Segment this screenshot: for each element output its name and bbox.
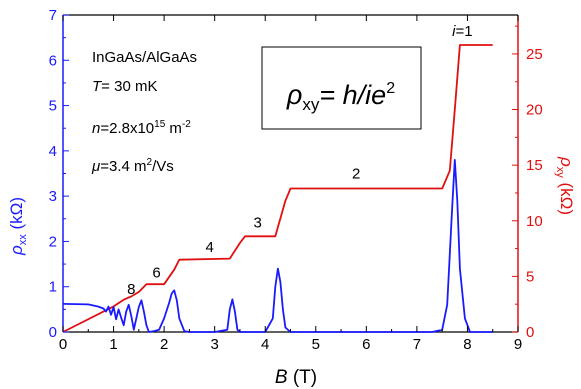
x-tick-label: 6 xyxy=(362,336,370,353)
y-left-tick-label: 3 xyxy=(49,188,57,205)
rho-xy-series-line xyxy=(62,44,493,333)
formula-box xyxy=(261,46,422,130)
y-left-tick-label: 0 xyxy=(49,324,57,341)
y-right-tick-label: 0 xyxy=(526,324,534,341)
annotation-mobility: μ=3.4 m2/Vs xyxy=(91,157,174,175)
x-tick-label: 4 xyxy=(261,336,269,353)
x-tick-label: 5 xyxy=(312,336,320,353)
y-right-tick-label: 10 xyxy=(526,213,543,230)
x-tick-label: 1 xyxy=(109,336,117,353)
filling-factor-labels: i=1 2 3 4 68 xyxy=(127,23,473,298)
y-right-tick-label: 15 xyxy=(526,157,543,174)
y-right-tick-label: 5 xyxy=(526,268,534,285)
y-right-tick-label: 20 xyxy=(526,102,543,119)
y-left-tick-label: 6 xyxy=(49,52,57,69)
filling-factor-label: 2 xyxy=(352,166,360,183)
y-left-label: ρxx (kΩ) xyxy=(7,197,29,256)
x-tick-label: 7 xyxy=(413,336,421,353)
y-left-tick-label: 5 xyxy=(49,98,57,115)
annotation-density: n=2.8x1015 m-2 xyxy=(92,119,191,137)
y-right-tick-label: 25 xyxy=(526,46,543,63)
annotation-temperature: T= 30 mK xyxy=(92,78,157,95)
filling-factor-label: i=1 xyxy=(452,23,472,40)
annotation-material: InGaAs/AlGaAs xyxy=(92,49,197,66)
y-left-tick-label: 7 xyxy=(49,7,57,24)
x-axis-label: B (T) xyxy=(275,367,317,388)
x-tick-label: 2 xyxy=(160,336,168,353)
formula-text: ρxy= h/ie2 xyxy=(286,80,395,114)
y-right-label: ρxy (kΩ) xyxy=(554,156,576,215)
x-tick-label: 3 xyxy=(210,336,218,353)
y-left-tick-label: 1 xyxy=(49,279,57,296)
filling-factor-label: 4 xyxy=(205,239,213,256)
x-tick-label: 0 xyxy=(59,336,67,353)
filling-factor-label: 3 xyxy=(253,214,261,231)
filling-factor-label: 8 xyxy=(127,281,135,298)
rho-xx-series-line xyxy=(62,158,493,333)
data-series xyxy=(62,44,493,333)
filling-factor-label: 6 xyxy=(152,264,160,281)
y-left-tick-label: 2 xyxy=(49,233,57,250)
x-tick-label: 8 xyxy=(463,336,471,353)
y-left-tick-label: 4 xyxy=(49,143,57,160)
x-tick-label: 9 xyxy=(514,336,522,353)
